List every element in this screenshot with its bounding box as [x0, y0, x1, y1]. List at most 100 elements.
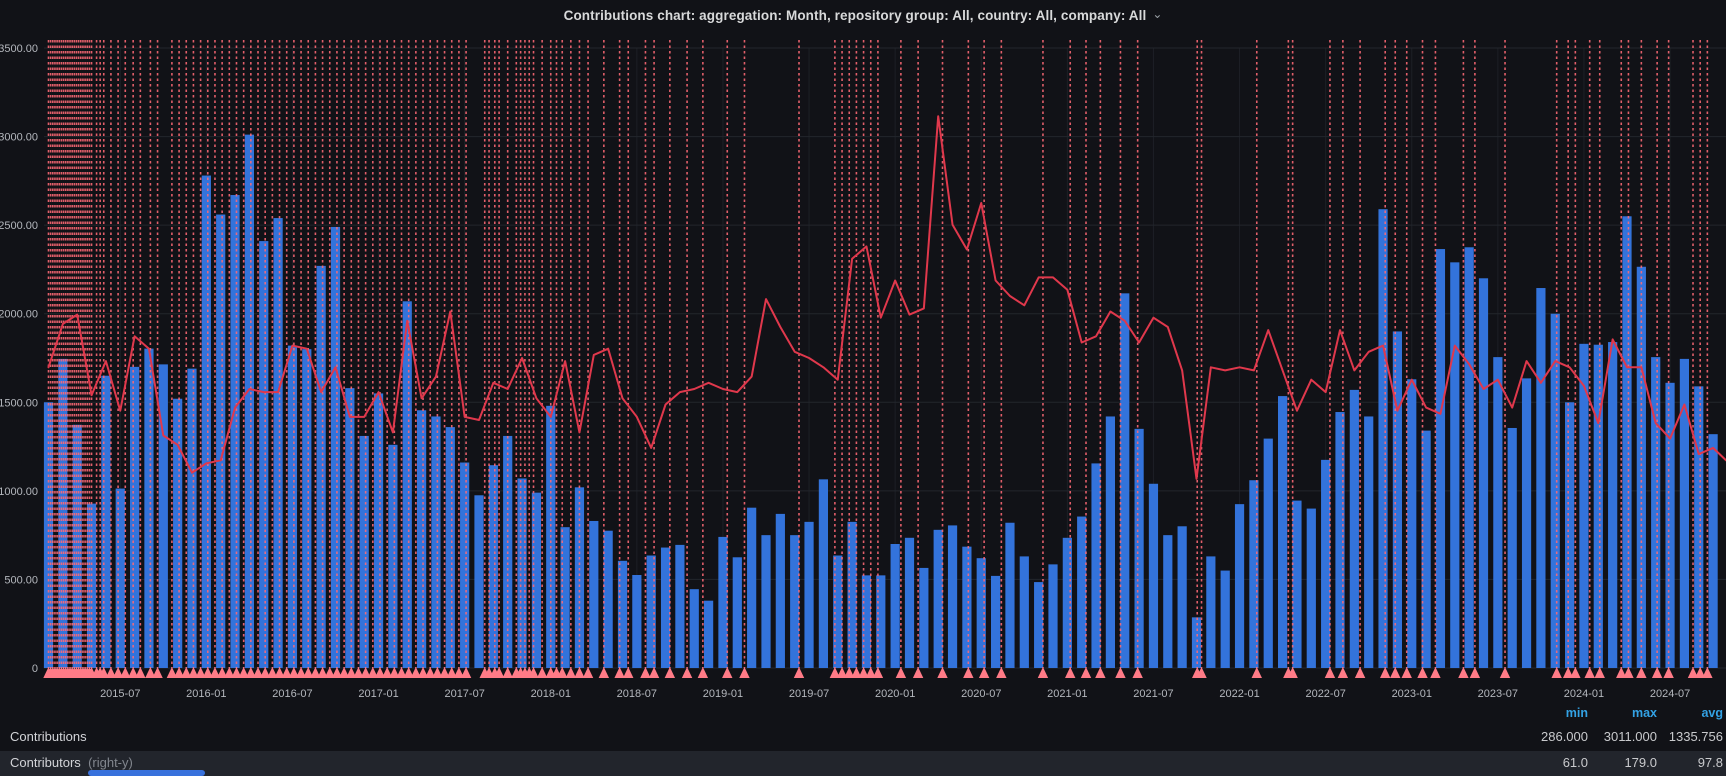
bar[interactable]	[818, 479, 828, 668]
annotation-triangle-icon[interactable]	[722, 667, 733, 678]
bar[interactable]	[904, 537, 915, 668]
bar[interactable]	[947, 525, 958, 668]
annotation-triangle-icon[interactable]	[460, 667, 472, 678]
annotation-triangle-icon[interactable]	[493, 667, 505, 678]
bar[interactable]	[517, 478, 527, 668]
annotation-triangle-icon[interactable]	[978, 667, 990, 678]
annotation-triangle-icon[interactable]	[252, 667, 264, 678]
bar[interactable]	[660, 547, 671, 668]
bar[interactable]	[1234, 504, 1245, 668]
annotation-triangle-icon[interactable]	[623, 667, 634, 678]
bar[interactable]	[402, 301, 412, 668]
annotation-triangle-icon[interactable]	[1570, 667, 1581, 678]
bar[interactable]	[1062, 537, 1072, 668]
annotation-triangle-icon[interactable]	[1623, 667, 1634, 678]
annotation-triangle-icon[interactable]	[1337, 667, 1349, 678]
annotation-triangle-icon[interactable]	[202, 667, 213, 678]
bar[interactable]	[359, 435, 369, 668]
annotation-triangle-icon[interactable]	[536, 667, 548, 678]
annotation-triangle-icon[interactable]	[245, 667, 257, 678]
annotation-triangle-icon[interactable]	[120, 667, 131, 678]
bar[interactable]	[130, 366, 140, 668]
bar[interactable]	[617, 560, 628, 668]
annotation-triangle-icon[interactable]	[1694, 667, 1706, 678]
bar[interactable]	[632, 575, 642, 668]
bar[interactable]	[1163, 535, 1173, 668]
bar[interactable]	[1464, 247, 1474, 669]
annotation-triangle-icon[interactable]	[829, 667, 841, 678]
annotation-triangle-icon[interactable]	[112, 667, 124, 678]
bar[interactable]	[1651, 357, 1661, 668]
annotation-triangle-icon[interactable]	[1594, 667, 1605, 678]
bar[interactable]	[316, 265, 326, 668]
bar[interactable]	[1665, 382, 1675, 668]
annotation-triangle-icon[interactable]	[317, 667, 328, 678]
bar[interactable]	[431, 416, 441, 668]
annotation-triangle-icon[interactable]	[145, 667, 156, 678]
annotation-lines[interactable]	[47, 40, 1709, 668]
bar[interactable]	[1450, 262, 1460, 668]
contributors-line[interactable]	[47, 115, 1726, 480]
bar[interactable]	[1608, 342, 1618, 668]
bar[interactable]	[861, 575, 872, 668]
annotation-triangle-icon[interactable]	[697, 667, 709, 678]
annotation-triangle-icon[interactable]	[389, 667, 400, 678]
annotation-triangle-icon[interactable]	[209, 667, 221, 678]
annotation-triangle-icon[interactable]	[598, 667, 610, 678]
bar[interactable]	[1335, 412, 1345, 668]
bar[interactable]	[560, 527, 570, 668]
annotation-triangle-icon[interactable]	[166, 667, 178, 678]
annotation-triangle-icon[interactable]	[288, 667, 300, 678]
bar[interactable]	[675, 544, 685, 668]
annotation-triangle-icon[interactable]	[1354, 667, 1366, 678]
bar[interactable]	[187, 368, 197, 668]
annotation-triangle-icon[interactable]	[127, 667, 139, 678]
annotation-triangle-icon[interactable]	[224, 667, 235, 678]
annotation-triangle-icon[interactable]	[338, 667, 350, 678]
bar[interactable]	[1278, 396, 1288, 668]
annotation-triangle-icon[interactable]	[396, 667, 407, 678]
annotation-triangle-icon[interactable]	[1037, 667, 1049, 678]
horizontal-scrollbar-thumb[interactable]	[88, 770, 205, 776]
annotation-triangle-icon[interactable]	[98, 667, 109, 678]
annotation-triangle-icon[interactable]	[310, 667, 321, 678]
bar[interactable]	[804, 521, 814, 668]
bar[interactable]	[230, 195, 240, 668]
bar[interactable]	[1120, 293, 1130, 668]
annotation-triangle-icon[interactable]	[439, 667, 450, 678]
bar[interactable]	[1048, 564, 1058, 668]
bar[interactable]	[1708, 434, 1718, 668]
annotation-triangle-icon[interactable]	[793, 667, 805, 678]
bar[interactable]	[445, 427, 455, 668]
legend-header-max[interactable]: max	[1631, 706, 1657, 720]
annotation-triangle-icon[interactable]	[1080, 667, 1092, 678]
annotation-triangle-icon[interactable]	[565, 667, 577, 678]
annotation-triangle-icon[interactable]	[231, 667, 242, 678]
annotation-triangle-icon[interactable]	[963, 667, 974, 678]
bar[interactable]	[1005, 522, 1015, 668]
bar[interactable]	[976, 558, 986, 668]
bar[interactable]	[345, 388, 355, 668]
bar[interactable]	[1565, 402, 1575, 668]
bar[interactable]	[1392, 331, 1402, 668]
bar[interactable]	[259, 241, 269, 669]
annotation-triangle-icon[interactable]	[872, 667, 884, 678]
bar[interactable]	[1206, 556, 1216, 668]
contributions-bars[interactable]	[43, 134, 1718, 669]
annotation-triangle-icon[interactable]	[216, 667, 228, 678]
bar[interactable]	[158, 364, 168, 668]
bar[interactable]	[201, 175, 211, 669]
annotation-triangle-icon[interactable]	[648, 667, 660, 678]
annotation-triangle-icon[interactable]	[105, 667, 117, 678]
annotation-triangle-icon[interactable]	[1417, 667, 1428, 678]
annotation-triangle-icon[interactable]	[836, 667, 848, 678]
bar[interactable]	[775, 513, 785, 668]
bar[interactable]	[388, 444, 398, 668]
annotation-triangle-icon[interactable]	[1115, 667, 1126, 678]
bar[interactable]	[216, 214, 226, 668]
annotation-triangle-icon[interactable]	[739, 667, 750, 678]
bar[interactable]	[933, 529, 943, 668]
bar[interactable]	[833, 555, 843, 668]
bar[interactable]	[574, 487, 585, 668]
bar[interactable]	[1263, 438, 1273, 668]
